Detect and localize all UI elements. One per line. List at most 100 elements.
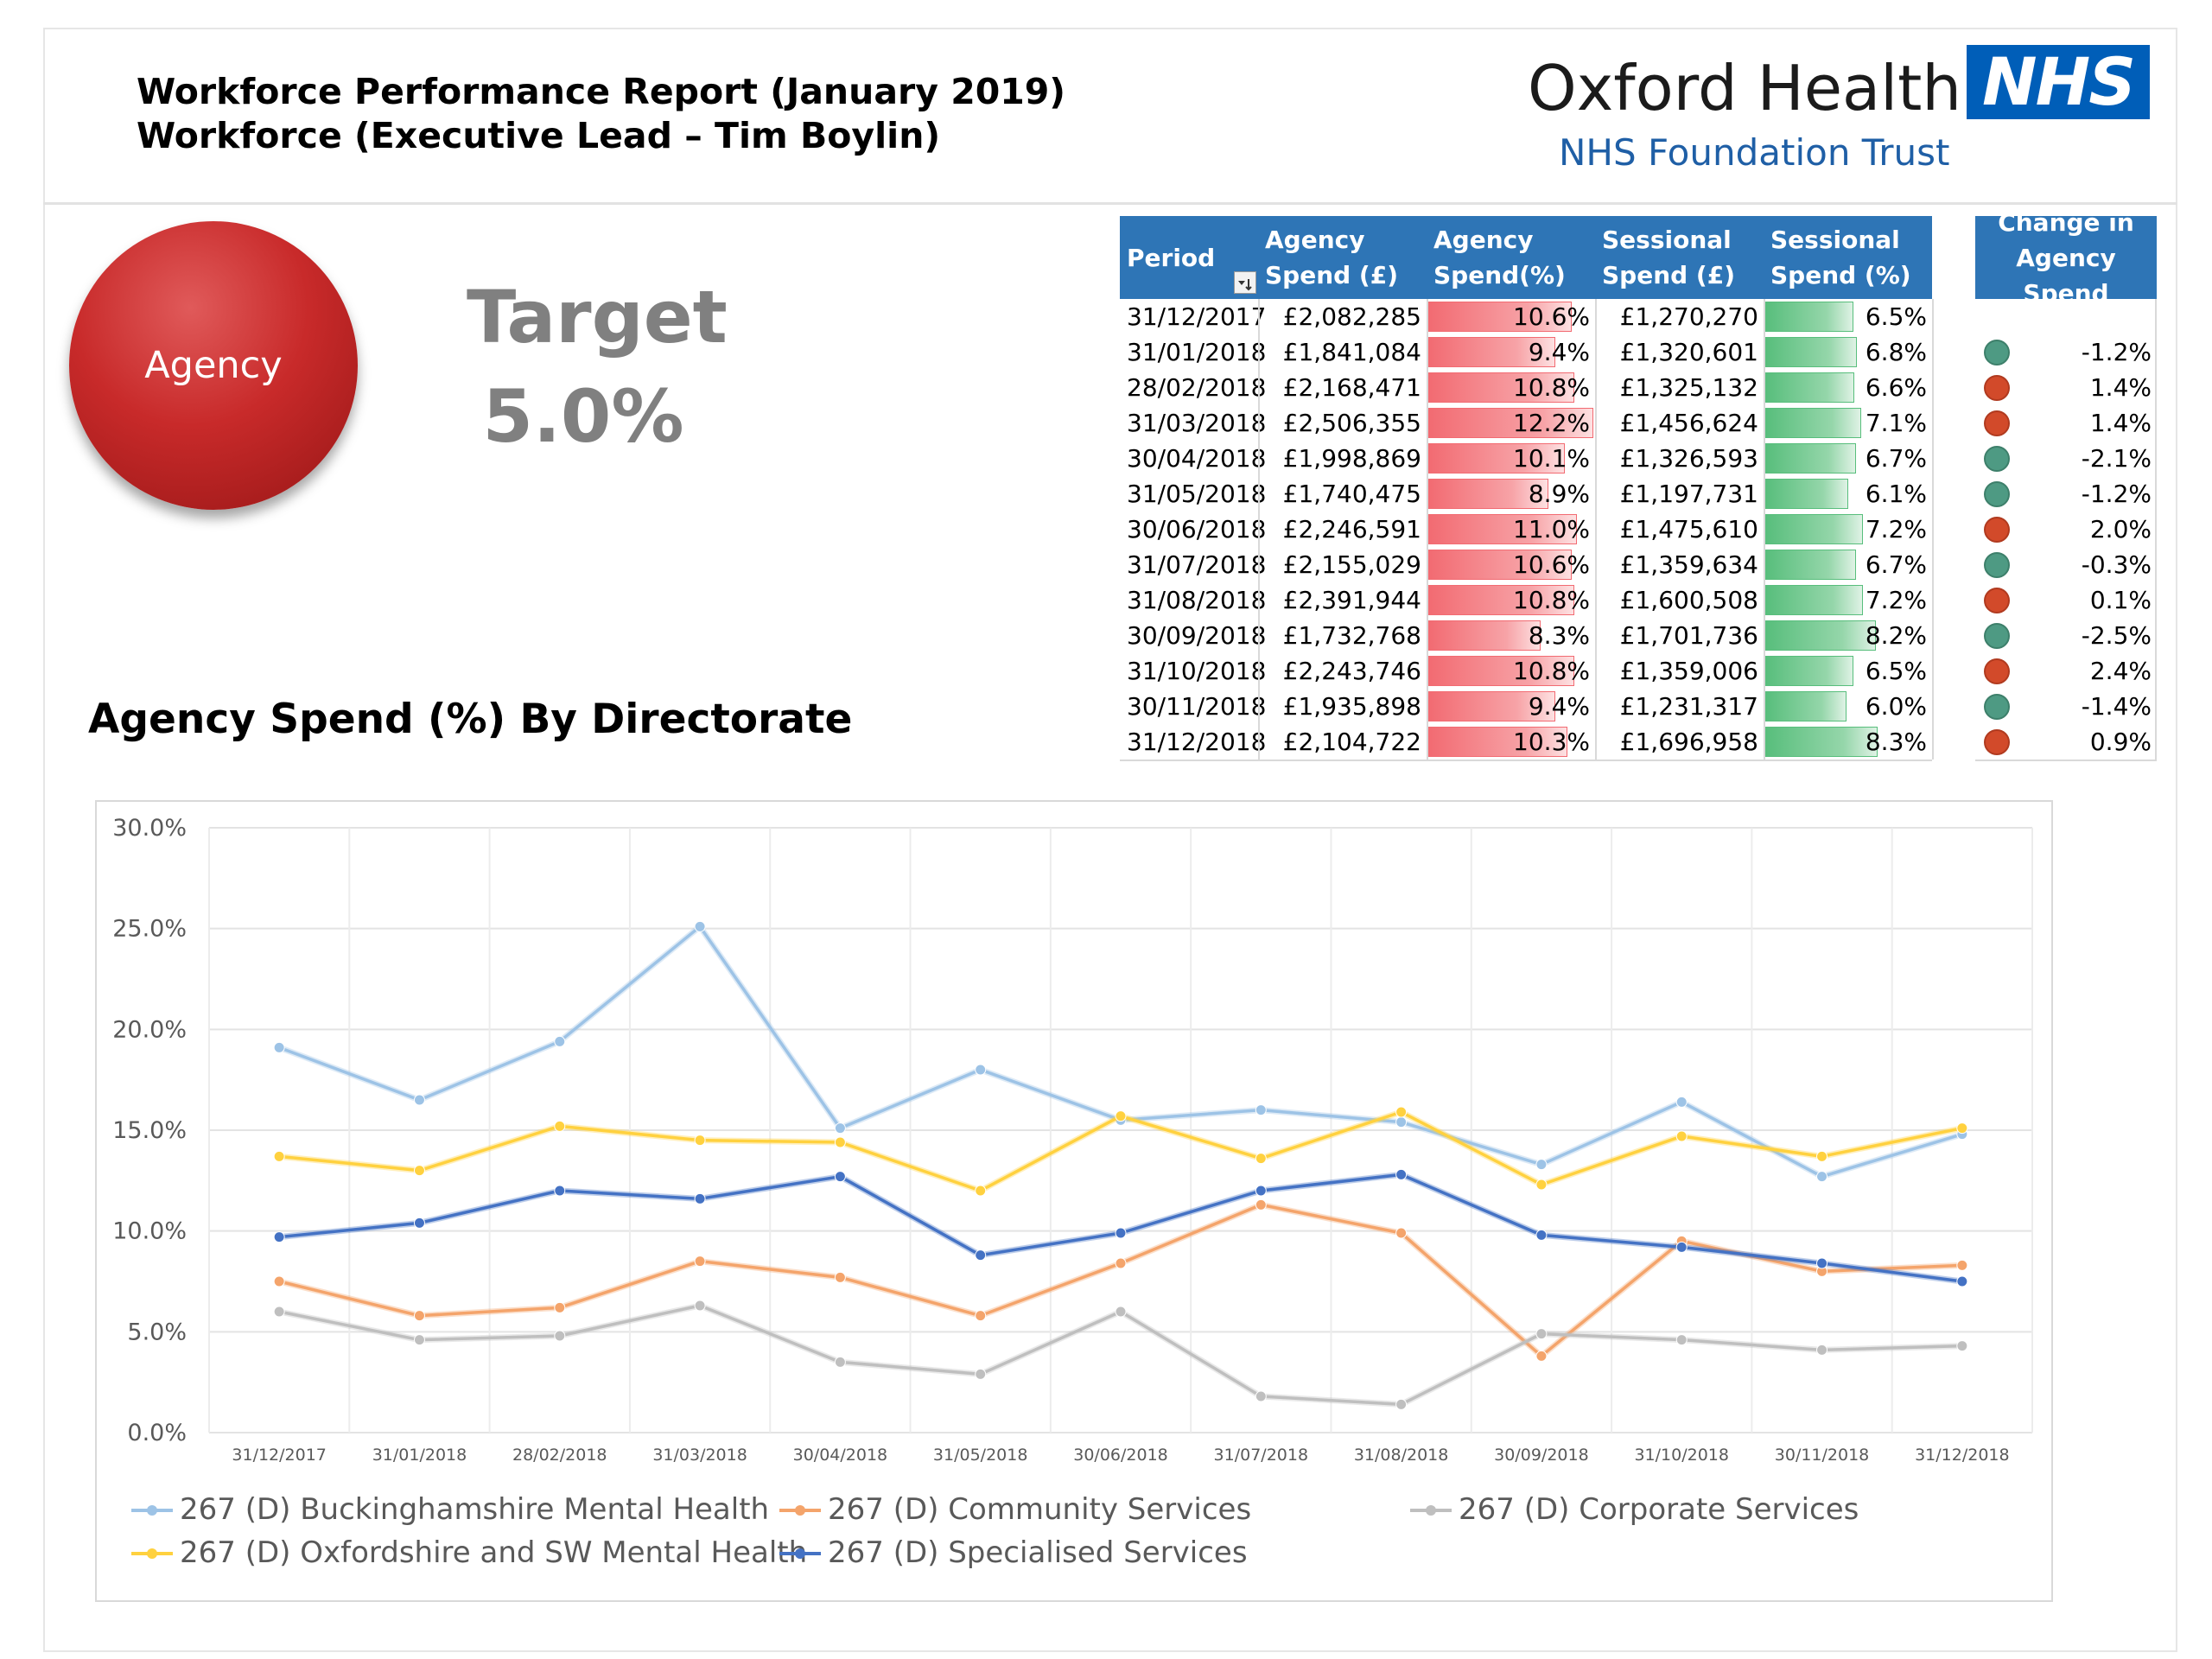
cell-period[interactable]: 30/11/2018 [1127, 692, 1267, 721]
col-header-sessional-pct[interactable]: Sessional Spend (%) [1764, 216, 1932, 299]
cell-sessional-pct[interactable]: 8.2% [1865, 621, 1927, 650]
cell-sessional-pct[interactable]: 6.5% [1865, 302, 1927, 331]
table-column-divider [1764, 299, 1765, 760]
cell-sessional-spend[interactable]: £1,231,317 [1619, 692, 1758, 721]
cell-period[interactable]: 28/02/2018 [1127, 373, 1267, 402]
cell-sessional-pct[interactable]: 6.0% [1865, 692, 1927, 721]
cell-agency-pct[interactable]: 12.2% [1513, 409, 1590, 437]
cell-sessional-pct[interactable]: 6.8% [1865, 338, 1927, 366]
agency-pct-databar [1428, 479, 1549, 509]
col-header-agency-pct[interactable]: Agency Spend(%) [1427, 216, 1595, 299]
cell-agency-pct[interactable]: 10.3% [1513, 728, 1590, 756]
cell-sessional-pct[interactable]: 6.7% [1865, 444, 1927, 473]
cell-period[interactable]: 30/04/2018 [1127, 444, 1267, 473]
x-tick-label: 31/05/2018 [933, 1446, 1028, 1465]
cell-change[interactable]: -1.2% [2081, 338, 2152, 366]
col-header-sessional-spend[interactable]: Sessional Spend (£) [1595, 216, 1764, 299]
cell-period[interactable]: 31/12/2018 [1127, 728, 1267, 756]
series-point [694, 1300, 706, 1312]
cell-sessional-pct[interactable]: 7.1% [1865, 409, 1927, 437]
cell-agency-pct[interactable]: 10.8% [1513, 657, 1590, 685]
cell-sessional-spend[interactable]: £1,197,731 [1619, 480, 1758, 508]
cell-change[interactable] [1975, 299, 2157, 334]
sessional-pct-databar [1765, 302, 1853, 332]
agency-pct-databar [1428, 337, 1556, 367]
cell-sessional-spend[interactable]: £1,696,958 [1619, 728, 1758, 756]
y-tick-label: 10.0% [112, 1218, 187, 1245]
cell-agency-spend[interactable]: £2,155,029 [1282, 550, 1421, 579]
cell-agency-spend[interactable]: £1,732,768 [1282, 621, 1421, 650]
cell-sessional-spend[interactable]: £1,320,601 [1619, 338, 1758, 366]
cell-sessional-spend[interactable]: £1,600,508 [1619, 586, 1758, 614]
cell-period[interactable]: 31/08/2018 [1127, 586, 1267, 614]
cell-agency-spend[interactable]: £2,168,471 [1282, 373, 1421, 402]
sessional-pct-databar [1765, 727, 1878, 757]
cell-period[interactable]: 31/03/2018 [1127, 409, 1267, 437]
cell-sessional-pct[interactable]: 6.6% [1865, 373, 1927, 402]
cell-change[interactable]: 2.0% [2089, 515, 2152, 543]
col-header-change[interactable]: Change in Agency Spend [1975, 208, 2157, 308]
cell-agency-spend[interactable]: £2,246,591 [1282, 515, 1421, 543]
cell-period[interactable]: 31/01/2018 [1127, 338, 1267, 366]
cell-agency-pct[interactable]: 8.3% [1528, 621, 1590, 650]
cell-agency-spend[interactable]: £2,243,746 [1282, 657, 1421, 685]
cell-agency-pct[interactable]: 9.4% [1528, 692, 1590, 721]
cell-agency-spend[interactable]: £1,841,084 [1282, 338, 1421, 366]
cell-agency-pct[interactable]: 10.1% [1513, 444, 1590, 473]
cell-agency-spend[interactable]: £2,506,355 [1282, 409, 1421, 437]
series-point [413, 1094, 425, 1106]
cell-sessional-pct[interactable]: 6.1% [1865, 480, 1927, 508]
cell-change[interactable]: 2.4% [2089, 657, 2152, 685]
cell-change[interactable]: 0.1% [2089, 586, 2152, 614]
filter-sort-icon[interactable] [1234, 271, 1256, 294]
agency-circle-label: Agency [144, 344, 283, 387]
cell-agency-pct[interactable]: 10.6% [1513, 302, 1590, 331]
cell-agency-pct[interactable]: 10.6% [1513, 550, 1590, 579]
cell-agency-pct[interactable]: 11.0% [1513, 515, 1590, 543]
cell-sessional-spend[interactable]: £1,456,624 [1619, 409, 1758, 437]
cell-change[interactable]: -2.5% [2081, 621, 2152, 650]
status-red-icon [1984, 729, 2010, 755]
cell-sessional-spend[interactable]: £1,701,736 [1619, 621, 1758, 650]
cell-period[interactable]: 30/06/2018 [1127, 515, 1267, 543]
cell-agency-spend[interactable]: £1,935,898 [1282, 692, 1421, 721]
series-point [1816, 1344, 1828, 1356]
cell-agency-pct[interactable]: 9.4% [1528, 338, 1590, 366]
cell-agency-pct[interactable]: 8.9% [1528, 480, 1590, 508]
cell-sessional-spend[interactable]: £1,359,006 [1619, 657, 1758, 685]
cell-period[interactable]: 30/09/2018 [1127, 621, 1267, 650]
cell-change[interactable]: 0.9% [2089, 728, 2152, 756]
series-point [1675, 1334, 1688, 1346]
cell-change[interactable]: -2.1% [2081, 444, 2152, 473]
cell-sessional-spend[interactable]: £1,359,634 [1619, 550, 1758, 579]
cell-agency-pct[interactable]: 10.8% [1513, 373, 1590, 402]
cell-sessional-pct[interactable]: 8.3% [1865, 728, 1927, 756]
cell-agency-spend[interactable]: £2,082,285 [1282, 302, 1421, 331]
cell-agency-spend[interactable]: £1,998,869 [1282, 444, 1421, 473]
cell-change[interactable]: 1.4% [2089, 373, 2152, 402]
col-header-period[interactable]: Period [1120, 216, 1258, 299]
cell-change[interactable]: -1.2% [2081, 480, 2152, 508]
cell-sessional-pct[interactable]: 7.2% [1865, 586, 1927, 614]
cell-sessional-spend[interactable]: £1,325,132 [1619, 373, 1758, 402]
series-point [1675, 1241, 1688, 1253]
cell-change[interactable]: -1.4% [2081, 692, 2152, 721]
cell-agency-spend[interactable]: £2,391,944 [1282, 586, 1421, 614]
cell-change[interactable]: 1.4% [2089, 409, 2152, 437]
cell-sessional-pct[interactable]: 6.7% [1865, 550, 1927, 579]
series-point [273, 1231, 285, 1243]
cell-sessional-spend[interactable]: £1,270,270 [1619, 302, 1758, 331]
cell-period[interactable]: 31/12/2017 [1127, 302, 1267, 331]
cell-sessional-spend[interactable]: £1,326,593 [1619, 444, 1758, 473]
cell-sessional-pct[interactable]: 7.2% [1865, 515, 1927, 543]
cell-agency-spend[interactable]: £2,104,722 [1282, 728, 1421, 756]
cell-change[interactable]: -0.3% [2081, 550, 2152, 579]
cell-agency-pct[interactable]: 10.8% [1513, 586, 1590, 614]
cell-sessional-spend[interactable]: £1,475,610 [1619, 515, 1758, 543]
cell-sessional-pct[interactable]: 6.5% [1865, 657, 1927, 685]
cell-period[interactable]: 31/07/2018 [1127, 550, 1267, 579]
cell-period[interactable]: 31/05/2018 [1127, 480, 1267, 508]
cell-agency-spend[interactable]: £1,740,475 [1282, 480, 1421, 508]
col-header-agency-spend[interactable]: Agency Spend (£) [1258, 216, 1427, 299]
cell-period[interactable]: 31/10/2018 [1127, 657, 1267, 685]
